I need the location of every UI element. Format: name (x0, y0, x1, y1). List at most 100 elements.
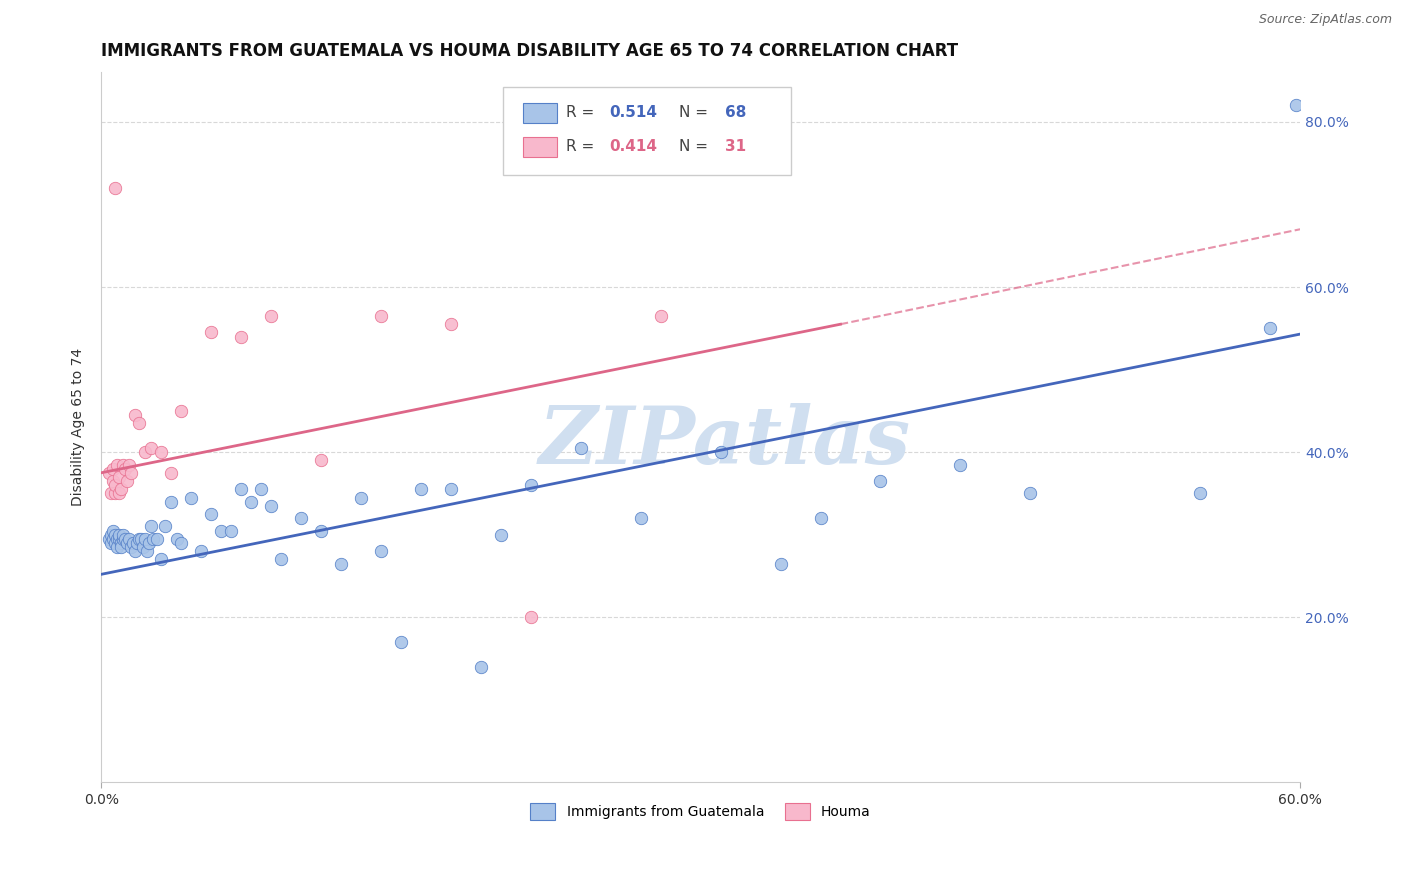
Point (569, 441, 592, 455)
Text: 0.414: 0.414 (610, 139, 658, 154)
Point (114, 532, 136, 546)
Point (150, 552, 173, 566)
Point (120, 466, 142, 480)
Point (270, 552, 292, 566)
Point (118, 458, 141, 472)
Point (141, 441, 163, 455)
Point (110, 540, 132, 554)
Point (108, 532, 131, 546)
Bar (523, 137, 557, 157)
Legend: Immigrants from Guatemala, Houma: Immigrants from Guatemala, Houma (524, 797, 876, 825)
Point (100, 536, 122, 550)
Point (180, 491, 202, 505)
Point (108, 527, 131, 541)
Point (170, 404, 193, 418)
Point (120, 540, 142, 554)
Point (440, 317, 463, 331)
Point (105, 540, 128, 554)
Point (630, 511, 652, 525)
Point (769, 557, 792, 571)
Point (98, 466, 121, 480)
Point (370, 544, 392, 558)
Point (229, 329, 252, 343)
Text: ZIPatlas: ZIPatlas (538, 403, 911, 480)
Text: 0.514: 0.514 (610, 105, 658, 120)
Text: 31: 31 (724, 139, 745, 154)
Point (142, 532, 165, 546)
Point (370, 309, 392, 323)
Point (124, 408, 146, 422)
Point (118, 532, 141, 546)
Point (160, 494, 183, 508)
Text: Source: ZipAtlas.com: Source: ZipAtlas.com (1258, 13, 1392, 27)
Text: N =: N = (679, 139, 713, 154)
Point (128, 532, 150, 546)
Point (869, 474, 891, 488)
Point (409, 483, 432, 497)
Point (100, 527, 122, 541)
Point (166, 532, 188, 546)
Point (98, 532, 121, 546)
Point (209, 524, 232, 538)
Point (136, 544, 159, 558)
Point (650, 309, 672, 323)
Point (108, 486, 131, 500)
Point (229, 483, 252, 497)
Point (260, 499, 283, 513)
Point (112, 532, 135, 546)
Point (260, 309, 283, 323)
Text: IMMIGRANTS FROM GUATEMALA VS HOUMA DISABILITY AGE 65 TO 74 CORRELATION CHART: IMMIGRANTS FROM GUATEMALA VS HOUMA DISAB… (101, 42, 959, 60)
Y-axis label: Disability Age 65 to 74: Disability Age 65 to 74 (72, 348, 86, 507)
Point (104, 478, 127, 492)
Point (1258, 321, 1281, 335)
Point (127, 536, 149, 550)
Point (146, 532, 169, 546)
Text: 68: 68 (724, 105, 747, 120)
Point (520, 478, 543, 492)
Text: N =: N = (679, 105, 713, 120)
Point (105, 458, 128, 472)
Point (134, 532, 156, 546)
Point (153, 519, 176, 533)
Point (108, 470, 131, 484)
Point (114, 461, 136, 475)
Point (103, 474, 125, 488)
Point (350, 491, 373, 505)
Point (520, 610, 543, 624)
Point (200, 507, 222, 521)
Point (470, 660, 492, 674)
Point (949, 458, 972, 472)
Point (105, 532, 128, 546)
Point (141, 519, 163, 533)
Point (134, 445, 156, 459)
Point (489, 527, 512, 541)
Point (129, 532, 152, 546)
Point (115, 536, 138, 550)
Point (309, 524, 332, 538)
Point (110, 483, 132, 497)
Text: R =: R = (567, 139, 599, 154)
Point (128, 417, 150, 431)
Point (104, 486, 127, 500)
Point (200, 326, 222, 340)
Point (160, 466, 183, 480)
Point (290, 511, 312, 525)
Point (104, 181, 127, 195)
Point (112, 527, 135, 541)
Point (219, 524, 242, 538)
Point (1019, 486, 1042, 500)
Point (1189, 486, 1212, 500)
Point (240, 494, 263, 508)
Point (150, 445, 173, 459)
FancyBboxPatch shape (503, 87, 790, 176)
Point (103, 461, 125, 475)
Point (170, 536, 193, 550)
Point (190, 544, 212, 558)
Point (250, 483, 273, 497)
Point (309, 453, 332, 467)
Point (1285, 98, 1308, 112)
Point (132, 540, 155, 554)
Point (115, 474, 138, 488)
Text: R =: R = (567, 105, 599, 120)
Point (122, 536, 145, 550)
